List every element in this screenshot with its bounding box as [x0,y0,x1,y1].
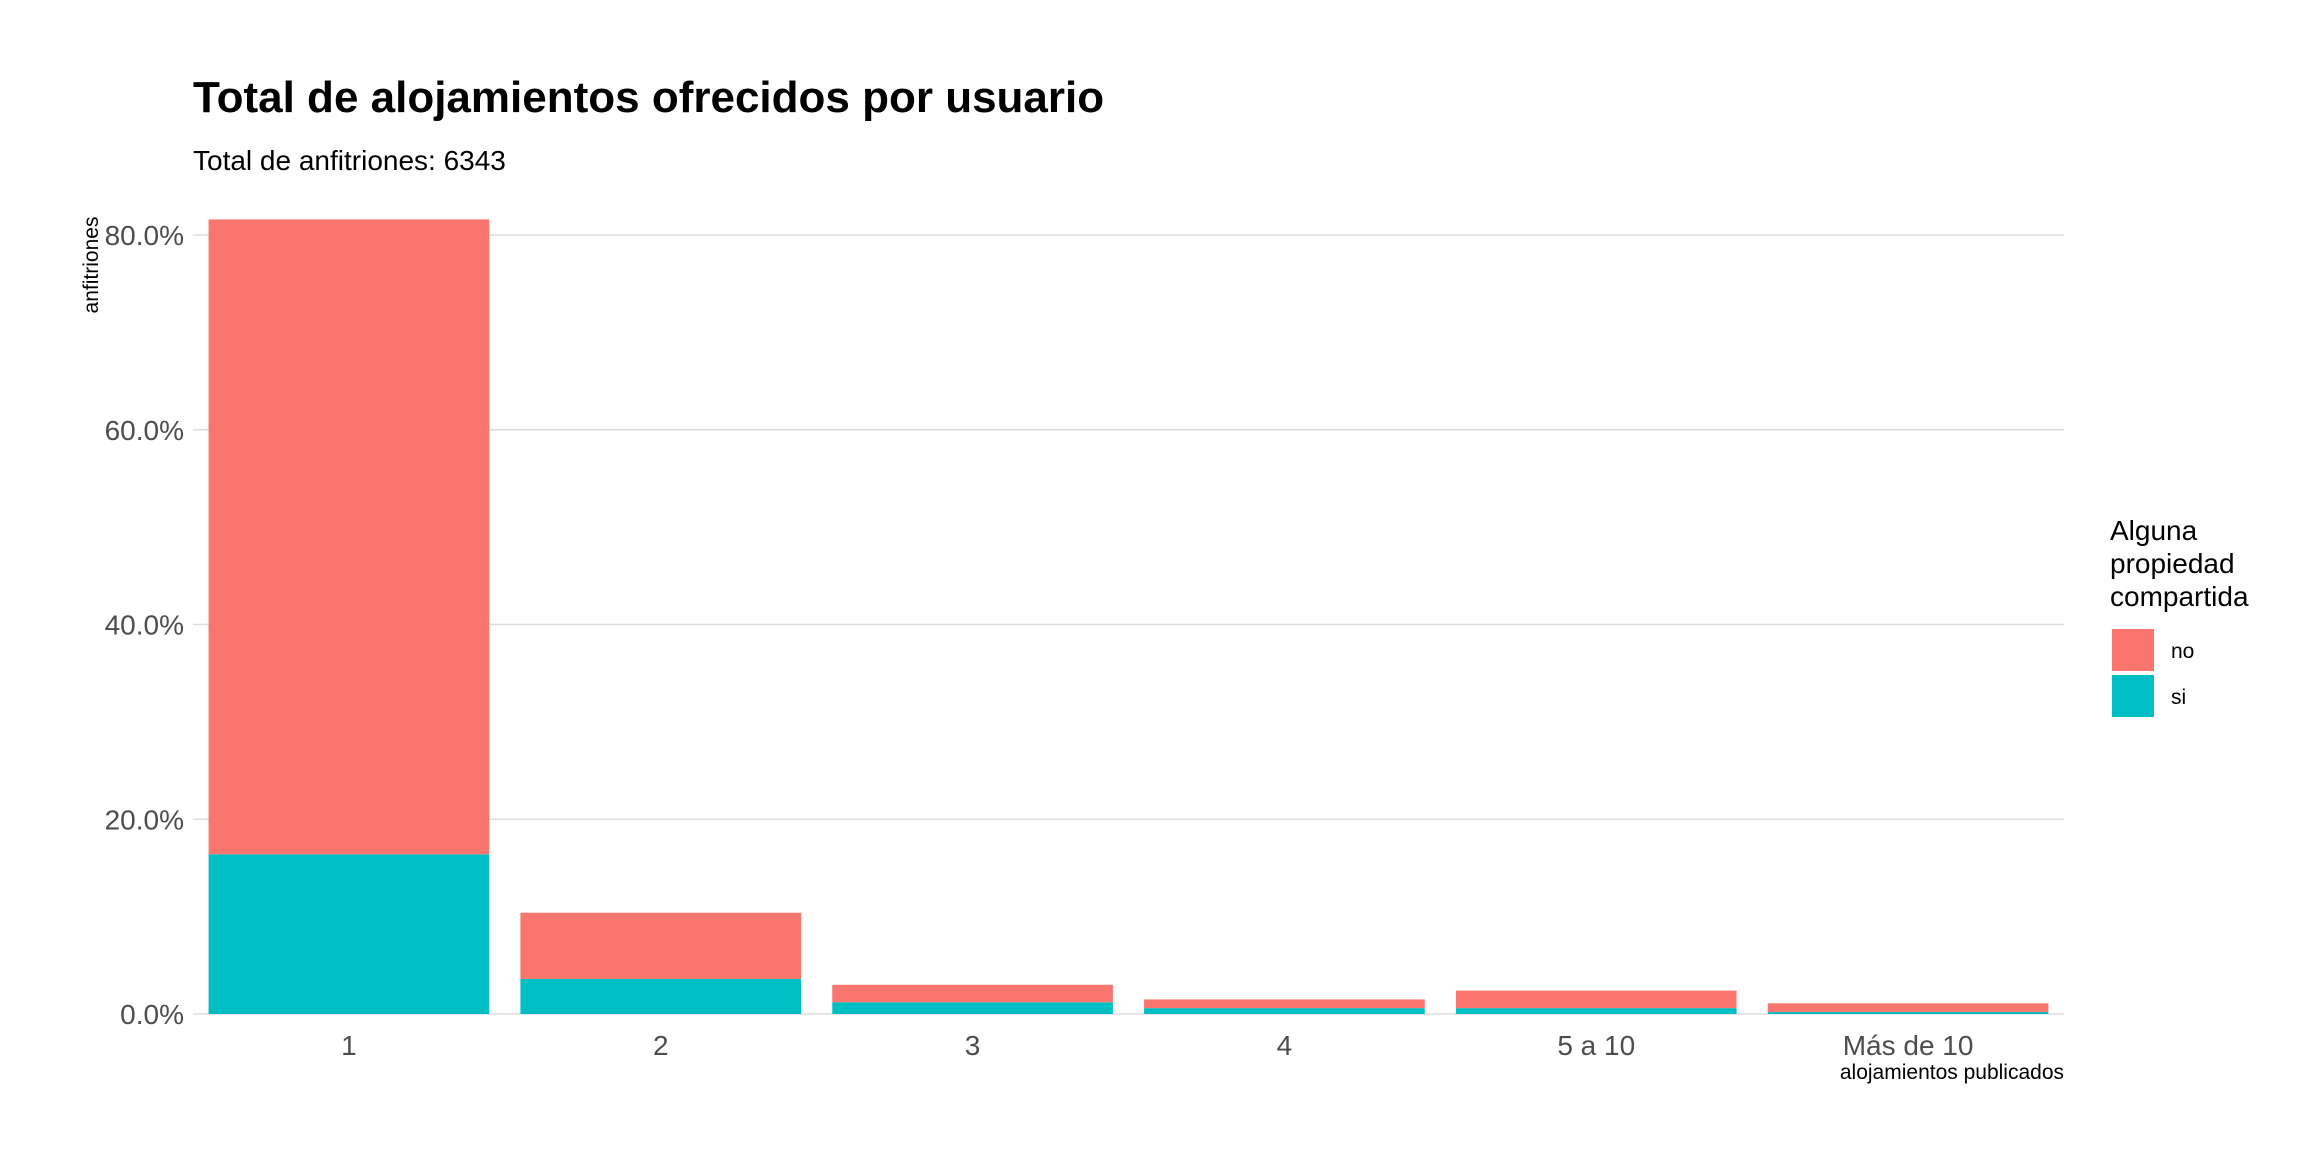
bar-no-0 [208,219,490,855]
legend-title-line-2: propiedad [2110,548,2235,579]
x-tick-label-0: 1 [341,1030,357,1061]
gridlines [193,234,2064,1015]
legend-title-line-1: Alguna [2110,515,2198,546]
x-tick-label-4: 5 a 10 [1557,1030,1635,1061]
y-tick-label-1: 20.0% [105,804,184,835]
y-tick-label-3: 60.0% [105,415,184,446]
bar-si-4 [1455,1008,1737,1014]
bar-no-5 [1767,1003,2049,1013]
y-axis-ticks: 0.0% 20.0% 40.0% 60.0% 80.0% [105,220,184,1030]
bar-no-4 [1455,990,1737,1009]
y-tick-label-4: 80.0% [105,220,184,251]
y-tick-label-2: 40.0% [105,610,184,641]
y-axis-title: anfitriones [80,217,103,314]
bar-no-1 [520,912,802,979]
x-tick-label-1: 2 [653,1030,669,1061]
x-axis-title: alojamientos publicados [1840,1061,2064,1084]
x-tick-label-5: Más de 10 [1843,1030,1974,1061]
y-tick-label-0: 0.0% [120,999,184,1030]
bar-si-5 [1767,1012,2049,1014]
bar-no-3 [1144,999,1425,1009]
bar-si-3 [1144,1008,1425,1014]
legend-title-line-3: compartida [2110,581,2249,612]
x-axis-ticks: 1 2 3 4 5 a 10 Más de 10 [341,1030,1973,1061]
legend-label-si: si [2171,686,2186,709]
bars [208,219,2049,1014]
legend-label-no: no [2171,640,2194,663]
bar-si-0 [208,854,490,1014]
legend: Alguna propiedad compartida no si [2110,515,2249,717]
bar-no-2 [832,984,1113,1003]
chart-title: Total de alojamientos ofrecidos por usua… [193,73,1104,122]
x-tick-label-2: 3 [965,1030,981,1061]
legend-key-no [2112,629,2154,671]
bar-si-2 [832,1002,1113,1014]
chart-subtitle: Total de anfitriones: 6343 [193,145,506,176]
legend-key-si [2112,675,2154,717]
x-tick-label-3: 4 [1277,1030,1293,1061]
bar-si-1 [520,978,802,1014]
